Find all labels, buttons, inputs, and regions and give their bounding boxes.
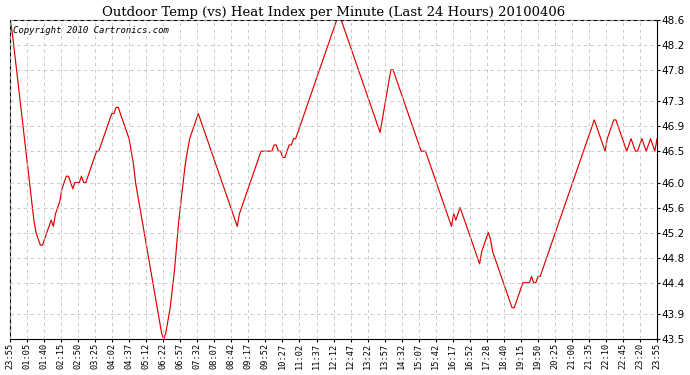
- Title: Outdoor Temp (vs) Heat Index per Minute (Last 24 Hours) 20100406: Outdoor Temp (vs) Heat Index per Minute …: [102, 6, 565, 18]
- Text: Copyright 2010 Cartronics.com: Copyright 2010 Cartronics.com: [13, 26, 169, 35]
